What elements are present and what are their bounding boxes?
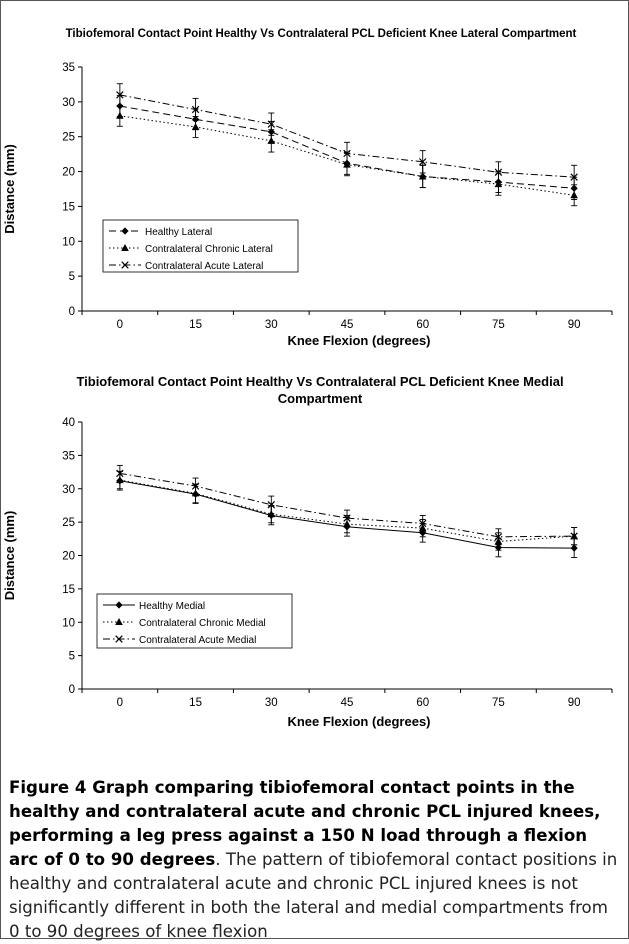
medial-x-tick-label: 45 bbox=[341, 697, 354, 709]
lateral-legend-marker bbox=[121, 261, 129, 269]
lateral-point bbox=[191, 105, 200, 114]
lateral-y-tick-label: 0 bbox=[69, 306, 75, 318]
lateral-point bbox=[494, 168, 503, 176]
medial-y-tick-label: 35 bbox=[62, 450, 75, 462]
medial-legend-box bbox=[96, 593, 293, 649]
lateral-x-axis-label: Knee Flexion (degrees) bbox=[287, 333, 430, 348]
lateral-point bbox=[116, 111, 124, 119]
medial-y-tick-label: 10 bbox=[62, 617, 75, 629]
lateral-legend-box bbox=[102, 219, 299, 273]
medial-y-axis-label: Distance (mm) bbox=[2, 511, 17, 601]
lateral-y-tick-label: 25 bbox=[62, 132, 75, 144]
lateral-point bbox=[191, 122, 200, 130]
lateral-point bbox=[267, 136, 276, 144]
lateral-legend-label: Healthy Lateral bbox=[145, 227, 212, 238]
medial-y-tick-label: 5 bbox=[69, 651, 75, 663]
lateral-y-tick-label: 20 bbox=[62, 167, 75, 179]
lateral-x-tick-label: 45 bbox=[341, 319, 354, 331]
lateral-x-tick-label: 0 bbox=[117, 319, 123, 331]
medial-x-tick-label: 0 bbox=[117, 697, 123, 709]
medial-legend-label: Healthy Medial bbox=[139, 601, 205, 612]
medial-legend-label: Contralateral Chronic Medial bbox=[139, 618, 266, 629]
lateral-x-tick-label: 15 bbox=[189, 319, 202, 331]
medial-x-tick-label: 60 bbox=[416, 697, 429, 709]
lateral-y-axis-label: Distance (mm) bbox=[2, 144, 17, 234]
lateral-legend-label: Contralateral Acute Lateral bbox=[145, 261, 263, 272]
medial-x-axis-label: Knee Flexion (degrees) bbox=[287, 714, 430, 729]
caption-bold: Figure 4 Graph comparing tibiofemoral co… bbox=[9, 778, 601, 869]
medial-point bbox=[267, 501, 276, 509]
medial-x-tick-label: 90 bbox=[568, 697, 581, 709]
medial-legend-label: Contralateral Acute Medial bbox=[139, 635, 256, 646]
medial-point bbox=[570, 532, 578, 540]
lateral-x-tick-label: 75 bbox=[492, 319, 505, 331]
medial-y-tick-label: 20 bbox=[62, 551, 75, 563]
lateral-y-tick-label: 10 bbox=[62, 236, 75, 248]
medial-y-tick-label: 30 bbox=[62, 484, 75, 496]
lateral-point bbox=[343, 149, 351, 158]
figure-caption: Figure 4 Graph comparing tibiofemoral co… bbox=[9, 776, 621, 944]
lateral-legend-marker bbox=[121, 244, 129, 251]
chart-medial: 0 5 10 15 20 25 30 35 40 0 15 30 45 60 75 90 Knee Flexio… bbox=[2, 417, 613, 729]
lateral-x-tick-label: 60 bbox=[416, 319, 429, 331]
lateral-series-2 bbox=[116, 83, 578, 190]
medial-y-tick-label: 25 bbox=[62, 517, 75, 529]
lateral-point bbox=[570, 173, 578, 181]
medial-x-tick-label: 75 bbox=[492, 697, 505, 709]
lateral-legend-marker bbox=[121, 227, 129, 235]
medial-point bbox=[494, 533, 503, 541]
lateral-y-tick-label: 35 bbox=[62, 62, 75, 74]
lateral-y-tick-label: 15 bbox=[62, 201, 75, 213]
chart-lateral: 0 5 10 15 20 25 30 35 0 15 30 45 60 75 90 Knee Flexion … bbox=[2, 62, 613, 348]
lateral-point bbox=[570, 191, 578, 199]
lateral-x-tick-label: 30 bbox=[265, 319, 278, 331]
lateral-y-tick-label: 5 bbox=[69, 271, 75, 283]
lateral-point bbox=[418, 172, 427, 180]
lateral-point bbox=[418, 158, 427, 166]
chart-title-lateral: Tibiofemoral Contact Point Healthy Vs Co… bbox=[65, 28, 577, 40]
caption-text: . The pattern of tibiofemoral contact po… bbox=[9, 850, 618, 941]
medial-legend-marker bbox=[115, 601, 123, 609]
medial-point bbox=[418, 519, 427, 528]
medial-y-tick-label: 40 bbox=[62, 417, 75, 429]
medial-x-tick-label: 15 bbox=[189, 697, 202, 709]
lateral-point bbox=[494, 180, 503, 188]
medial-legend-marker bbox=[115, 635, 123, 643]
lateral-x-tick-label: 90 bbox=[568, 319, 581, 331]
lateral-point bbox=[267, 120, 276, 128]
medial-x-tick-label: 30 bbox=[265, 697, 278, 709]
lateral-legend-label: Contralateral Chronic Lateral bbox=[145, 244, 273, 255]
medial-y-tick-label: 15 bbox=[62, 584, 75, 596]
lateral-point bbox=[116, 91, 124, 99]
medial-point bbox=[343, 514, 351, 522]
medial-point bbox=[570, 544, 578, 552]
medial-legend-marker bbox=[115, 618, 123, 625]
lateral-y-tick-label: 30 bbox=[62, 97, 75, 109]
medial-point bbox=[191, 482, 200, 490]
medial-y-tick-label: 0 bbox=[69, 684, 75, 696]
medial-point bbox=[116, 469, 124, 478]
medial-series-2 bbox=[116, 464, 578, 546]
chart-title-medial: Tibiofemoral Contact Point Healthy Vs Co… bbox=[76, 374, 564, 406]
